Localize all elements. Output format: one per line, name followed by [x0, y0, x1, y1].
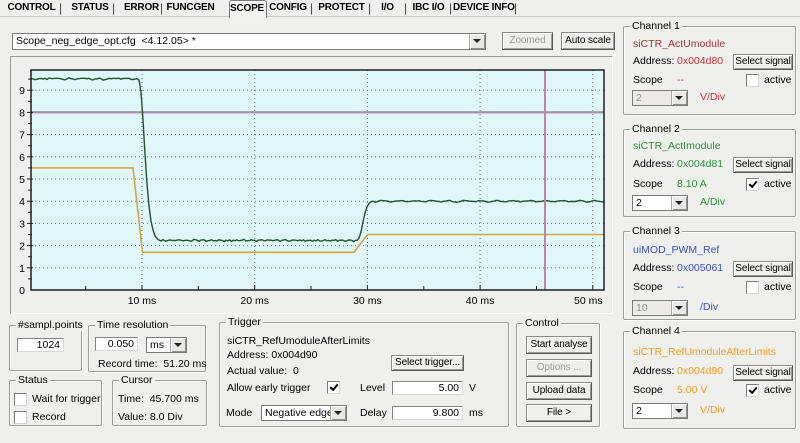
svg-text:7: 7 [19, 130, 25, 142]
svg-text:50 ms: 50 ms [574, 295, 603, 307]
svg-text:20 ms: 20 ms [240, 295, 269, 307]
svg-text:8: 8 [19, 107, 25, 119]
svg-text:3: 3 [19, 218, 25, 230]
svg-text:5: 5 [19, 174, 25, 186]
svg-text:4: 4 [19, 196, 25, 208]
svg-text:6: 6 [19, 152, 25, 164]
svg-text:9: 9 [19, 85, 25, 97]
svg-text:2: 2 [19, 241, 25, 253]
svg-text:0: 0 [19, 285, 25, 297]
svg-text:30 ms: 30 ms [353, 295, 382, 307]
svg-text:1: 1 [19, 263, 25, 275]
svg-text:10 ms: 10 ms [128, 295, 157, 307]
svg-text:40 ms: 40 ms [466, 295, 495, 307]
